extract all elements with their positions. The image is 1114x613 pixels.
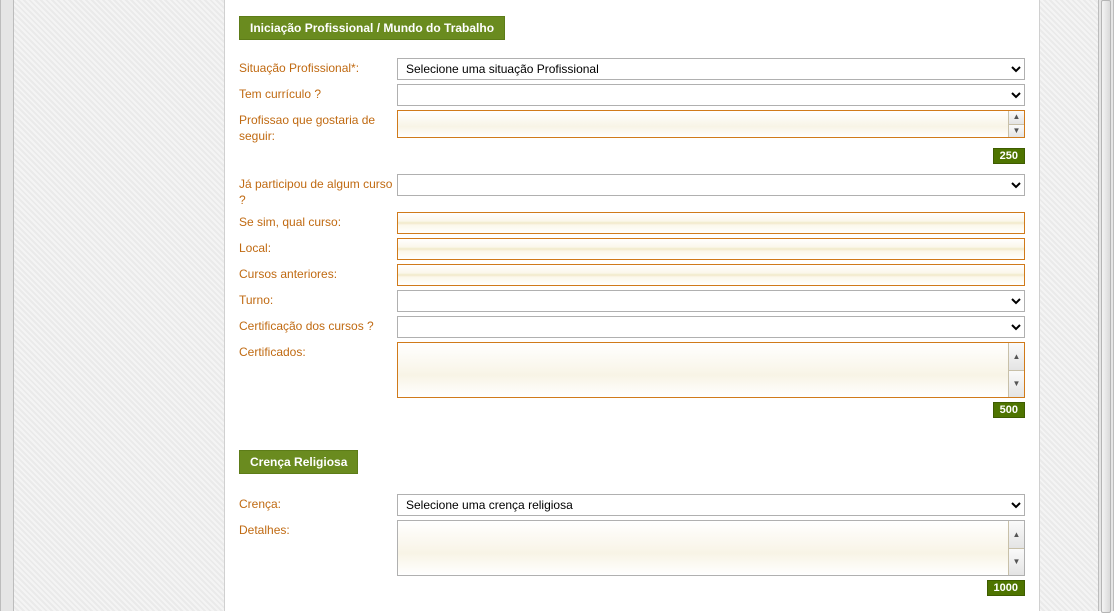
section-header-profissional: Iniciação Profissional / Mundo do Trabal… — [239, 16, 505, 40]
row-tem-curriculo: Tem currículo ? — [239, 84, 1025, 106]
select-tem-curriculo[interactable] — [397, 84, 1025, 106]
row-turno: Turno: — [239, 290, 1025, 312]
counter-detalhes: 1000 — [987, 580, 1025, 596]
label-profissao-seguir: Profissao que gostaria de seguir: — [239, 110, 397, 144]
input-cursos-anteriores[interactable] — [397, 264, 1025, 286]
label-certificacao: Certificação dos cursos ? — [239, 316, 397, 335]
counter-row-detalhes: 1000 — [239, 580, 1025, 596]
label-tem-curriculo: Tem currículo ? — [239, 84, 397, 103]
counter-row-profissao: 250 — [239, 148, 1025, 164]
row-detalhes: Detalhes: ▲ ▼ — [239, 520, 1025, 576]
row-certificacao: Certificação dos cursos ? — [239, 316, 1025, 338]
select-participou-curso[interactable] — [397, 174, 1025, 196]
textarea-detalhes-wrap: ▲ ▼ — [397, 520, 1025, 576]
textarea-certificados-wrap: ▲ ▼ — [397, 342, 1025, 398]
row-participou-curso: Já participou de algum curso ? — [239, 174, 1025, 208]
textarea-profissao-seguir[interactable] — [398, 111, 1008, 137]
spinner-down-icon[interactable]: ▼ — [1009, 371, 1024, 398]
select-situacao[interactable]: Selecione uma situação Profissional — [397, 58, 1025, 80]
label-qual-curso: Se sim, qual curso: — [239, 212, 397, 231]
label-situacao: Situação Profissional*: — [239, 58, 397, 77]
spinner-detalhes: ▲ ▼ — [1008, 521, 1024, 575]
spinner-up-icon[interactable]: ▲ — [1009, 343, 1024, 371]
form-panel: Iniciação Profissional / Mundo do Trabal… — [224, 0, 1040, 611]
textarea-certificados[interactable] — [398, 343, 1008, 397]
select-turno[interactable] — [397, 290, 1025, 312]
window-scrollbar[interactable] — [1098, 0, 1114, 611]
row-qual-curso: Se sim, qual curso: — [239, 212, 1025, 234]
page-gutter-left — [14, 0, 224, 611]
row-certificados: Certificados: ▲ ▼ — [239, 342, 1025, 398]
label-turno: Turno: — [239, 290, 397, 309]
label-certificados: Certificados: — [239, 342, 397, 361]
app-frame: Iniciação Profissional / Mundo do Trabal… — [0, 0, 1114, 611]
row-local: Local: — [239, 238, 1025, 260]
row-crenca: Crença: Selecione uma crença religiosa — [239, 494, 1025, 516]
label-crenca: Crença: — [239, 494, 397, 513]
select-crenca[interactable]: Selecione uma crença religiosa — [397, 494, 1025, 516]
spinner-down-icon[interactable]: ▼ — [1009, 125, 1024, 138]
spinner-down-icon[interactable]: ▼ — [1009, 549, 1024, 576]
spinner-up-icon[interactable]: ▲ — [1009, 111, 1024, 125]
spinner-up-icon[interactable]: ▲ — [1009, 521, 1024, 549]
input-local[interactable] — [397, 238, 1025, 260]
row-profissao-seguir: Profissao que gostaria de seguir: ▲ ▼ — [239, 110, 1025, 144]
label-cursos-anteriores: Cursos anteriores: — [239, 264, 397, 283]
counter-row-certificados: 500 — [239, 402, 1025, 418]
counter-profissao: 250 — [993, 148, 1025, 164]
section-header-crenca: Crença Religiosa — [239, 450, 358, 474]
row-cursos-anteriores: Cursos anteriores: — [239, 264, 1025, 286]
select-certificacao[interactable] — [397, 316, 1025, 338]
row-situacao: Situação Profissional*: Selecione uma si… — [239, 58, 1025, 80]
textarea-profissao-seguir-wrap: ▲ ▼ — [397, 110, 1025, 138]
textarea-detalhes[interactable] — [398, 521, 1008, 575]
counter-certificados: 500 — [993, 402, 1025, 418]
page-gutter-right — [1040, 0, 1098, 611]
spinner-profissao-seguir: ▲ ▼ — [1008, 111, 1024, 137]
window-edge-left — [0, 0, 14, 611]
label-participou-curso: Já participou de algum curso ? — [239, 174, 397, 208]
label-local: Local: — [239, 238, 397, 257]
input-qual-curso[interactable] — [397, 212, 1025, 234]
label-detalhes: Detalhes: — [239, 520, 397, 539]
spinner-certificados: ▲ ▼ — [1008, 343, 1024, 397]
